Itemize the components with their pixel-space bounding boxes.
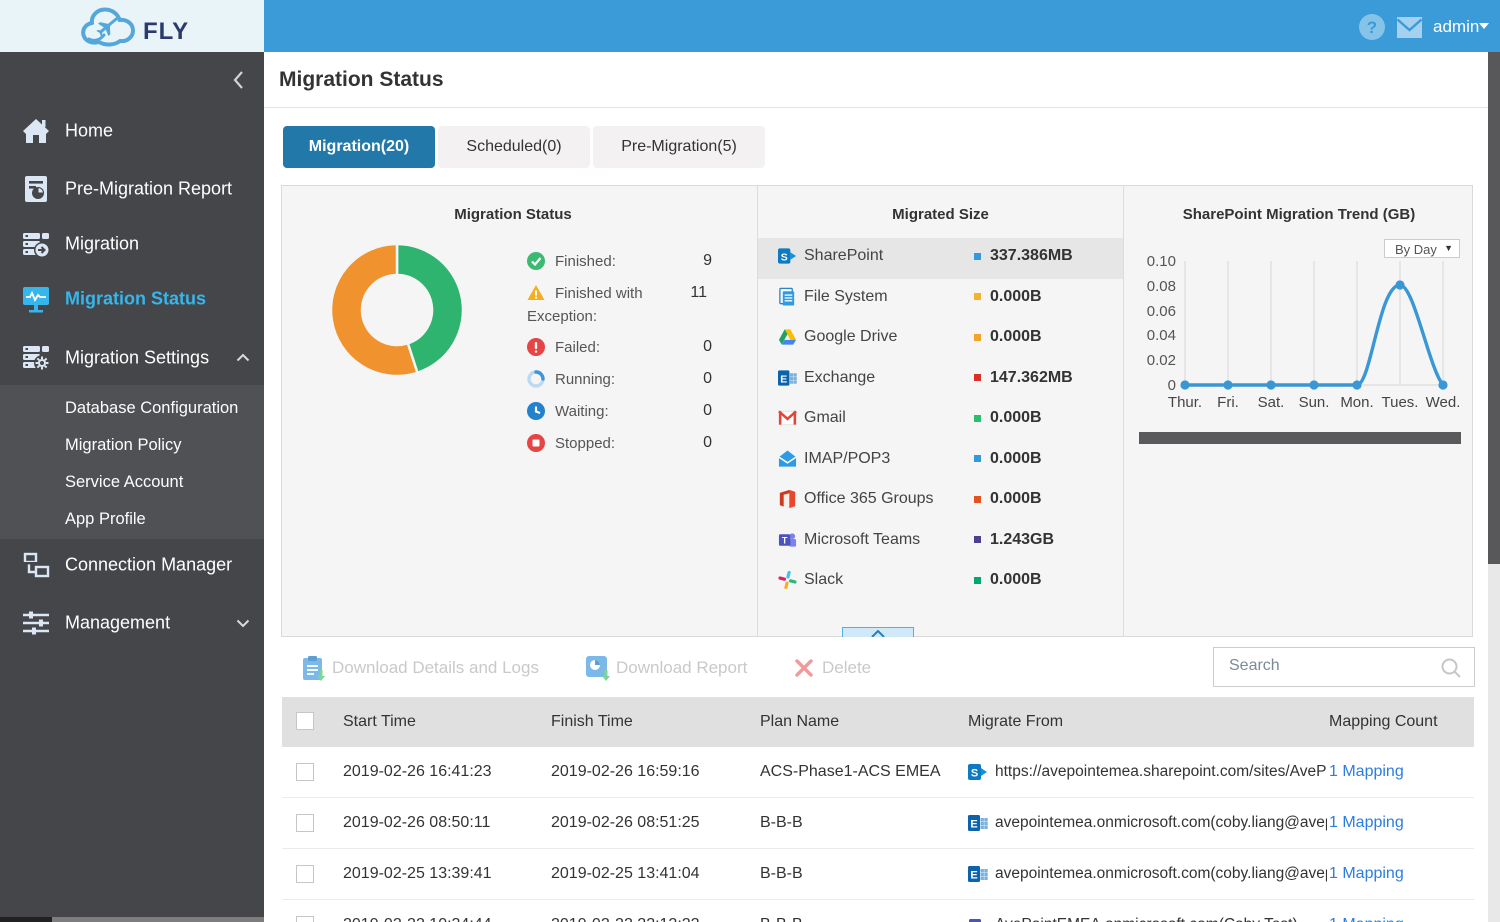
svg-text:S: S	[971, 768, 978, 780]
svg-text:Sat.: Sat.	[1258, 394, 1285, 411]
svg-text:Thur.: Thur.	[1168, 394, 1202, 411]
svg-text:S: S	[781, 252, 788, 263]
svg-text:E: E	[970, 870, 977, 882]
svg-text:Tues.: Tues.	[1382, 394, 1419, 411]
svg-text:E: E	[970, 819, 977, 831]
svg-text:Fri.: Fri.	[1217, 394, 1239, 411]
svg-text:?: ?	[1367, 18, 1377, 37]
svg-text:0.10: 0.10	[1147, 253, 1176, 270]
svg-text:Sun.: Sun.	[1299, 394, 1330, 411]
svg-text:0: 0	[1168, 377, 1176, 394]
svg-text:0.06: 0.06	[1147, 303, 1176, 320]
svg-text:Wed.: Wed.	[1426, 394, 1461, 411]
svg-text:0.04: 0.04	[1147, 327, 1176, 344]
svg-text:Mon.: Mon.	[1340, 394, 1373, 411]
svg-text:0.08: 0.08	[1147, 278, 1176, 295]
svg-text:E: E	[780, 374, 787, 385]
svg-text:0.02: 0.02	[1147, 352, 1176, 369]
svg-text:T: T	[782, 535, 788, 545]
